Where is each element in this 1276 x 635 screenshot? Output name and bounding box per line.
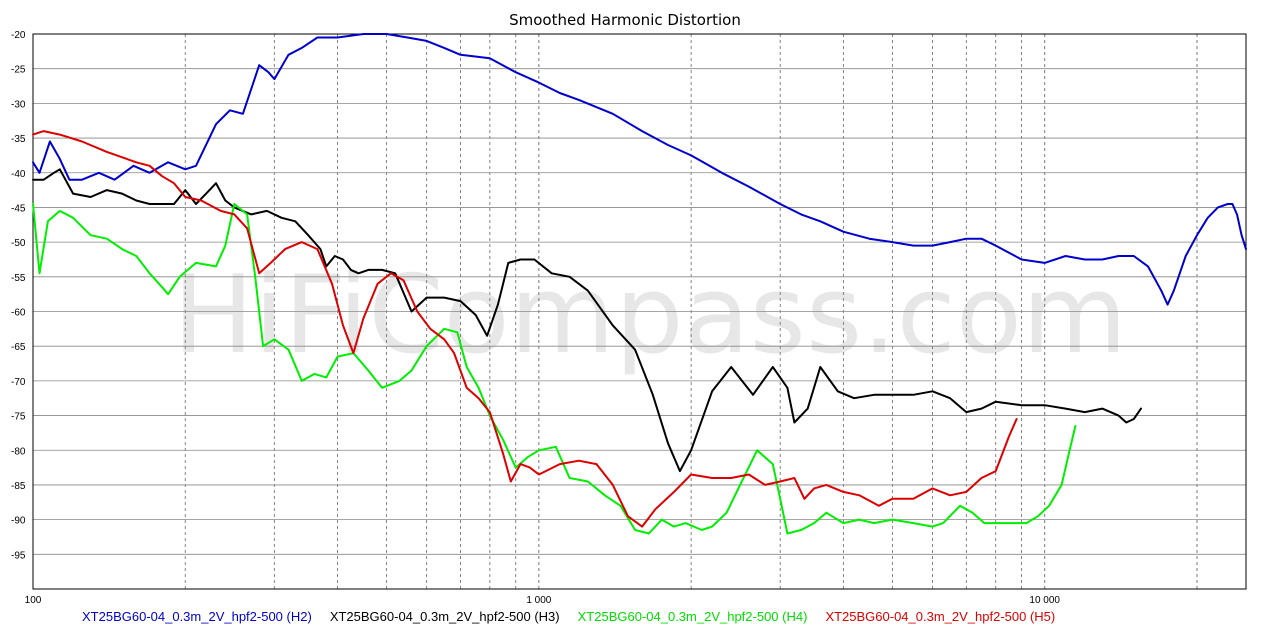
chart-title: Smoothed Harmonic Distortion [509,11,741,29]
legend-item-h4: XT25BG60-04_0.3m_2V_hpf2-500 (H4) [577,609,808,624]
legend-item-h2: XT25BG60-04_0.3m_2V_hpf2-500 (H2) [82,609,312,624]
y-tick-label: -45 [11,203,26,214]
grid [32,33,1246,589]
legend-item-h3: XT25BG60-04_0.3m_2V_hpf2-500 (H3) [329,609,560,624]
y-tick-label: -25 [11,65,26,76]
series-line-h2 [32,33,1247,306]
series-line-h5 [32,130,1018,528]
y-tick-label: -90 [11,516,26,527]
y-tick-label: -85 [11,481,26,492]
x-tick-label: 10 000 [1029,595,1060,606]
legend: XT25BG60-04_0.3m_2V_hpf2-500 (H2) XT25BG… [82,609,1262,624]
y-tick-label: -75 [11,412,26,423]
x-tick-label: 100 [25,595,42,606]
y-tick-label: -50 [11,238,26,249]
y-tick-label: -40 [11,169,26,180]
watermark: HiFiCompass.com [173,253,1127,378]
x-tick-label: 1 000 [526,595,551,606]
series-line-h3 [32,168,1142,473]
y-tick-label: -80 [11,446,26,457]
plot-frame [32,33,1247,590]
y-tick-label: -55 [11,273,26,284]
y-tick-label: -65 [11,342,26,353]
series-line-h4 [32,203,1077,535]
y-tick-label: -30 [11,99,26,110]
y-tick-label: -35 [11,134,26,145]
y-tick-label: -20 [11,30,26,41]
legend-item-h5: XT25BG60-04_0.3m_2V_hpf2-500 (H5) [825,609,1056,624]
series-group [32,33,1247,535]
y-tick-label: -70 [11,377,26,388]
y-axis: -20 -25 -30 -35 -40 -45 -50 -55 -60 -65 -70 -75 -80 -… [11,30,26,561]
y-tick-label: -60 [11,308,26,319]
y-tick-label: -95 [11,550,26,561]
x-axis: 100 1 000 10 000 [25,595,1061,606]
